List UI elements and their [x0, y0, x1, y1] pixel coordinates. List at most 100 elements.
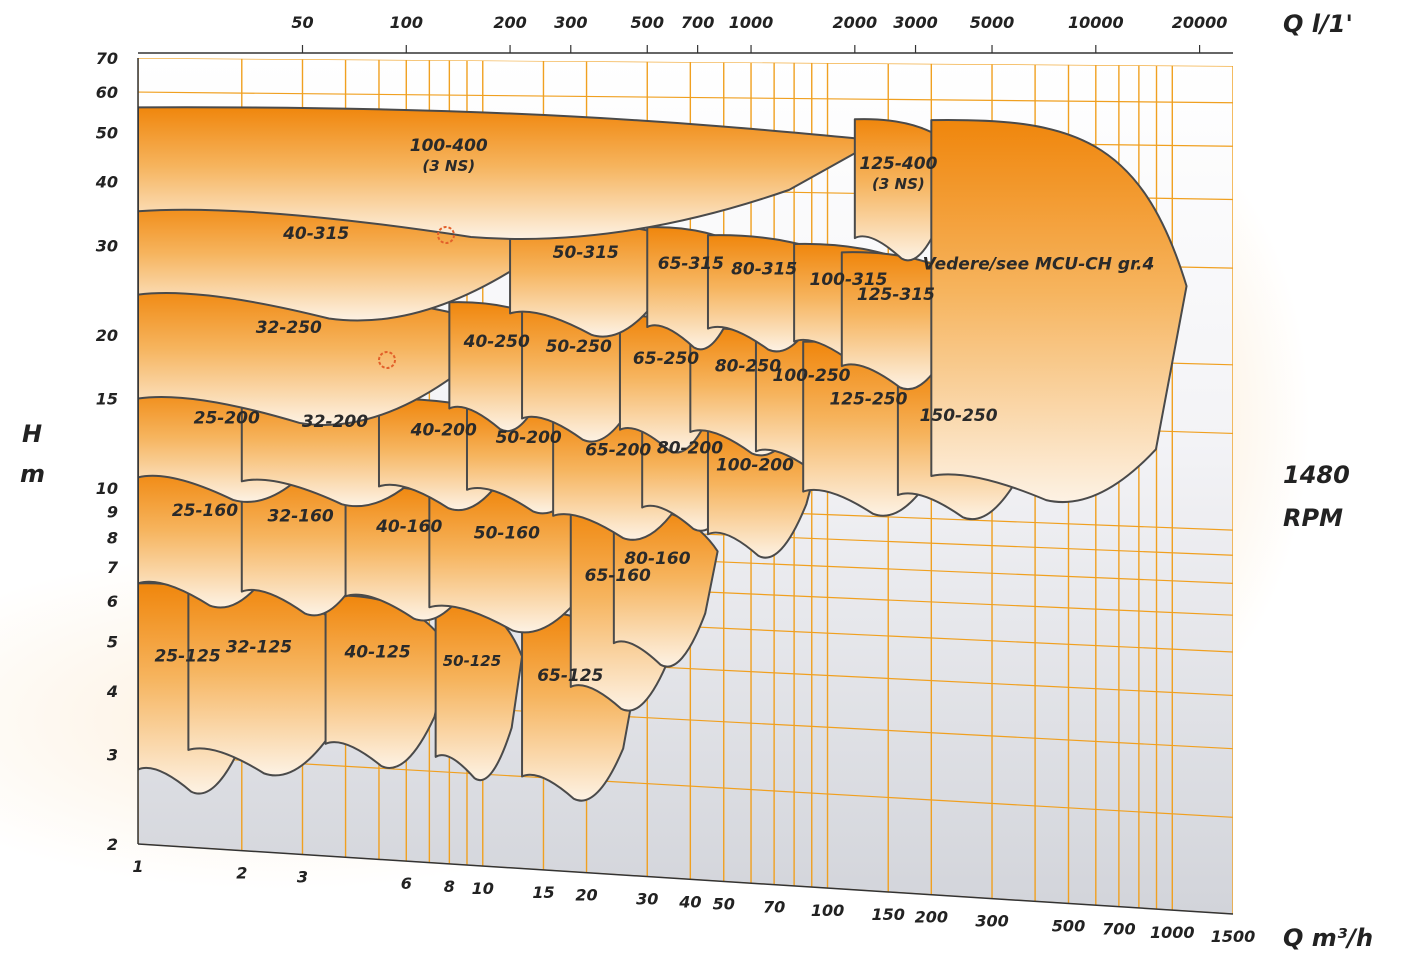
bottom-tick-label: 1000	[1150, 923, 1195, 942]
pump-family-label: 80-160	[624, 549, 690, 569]
pump-family-label: 100-200	[716, 456, 794, 476]
pump-family-label: 100-400	[410, 136, 488, 156]
pump-family-label: 50-125	[443, 652, 501, 670]
speed-label-value: 1480	[1283, 461, 1350, 489]
pump-family-label: (3 NS)	[422, 157, 475, 175]
y-tick-label: 10	[96, 479, 118, 498]
bottom-tick-label: 20	[575, 886, 597, 905]
pump-family-label: 100-315	[809, 270, 887, 290]
top-tick-label: 2000	[833, 13, 878, 32]
bottom-axis-ticks: 1 2 3 6 8 10 15 20 30 40 50 70 100 150 200 300 500 700 100…	[132, 857, 1255, 946]
pump-family-label: 125-400	[859, 154, 937, 174]
pump-family-label: 50-200	[496, 428, 562, 448]
y-tick-label: 30	[96, 236, 118, 255]
pump-families	[138, 106, 1188, 802]
pump-family-label: 40-200	[410, 421, 477, 441]
pump-family-label: 125-250	[829, 390, 907, 410]
top-tick-label: 700	[681, 13, 714, 32]
pump-family-label: 32-160	[268, 507, 334, 527]
pump-family-label: 25-125	[154, 647, 220, 667]
pump-family-label: 32-125	[226, 638, 292, 658]
pump-family-label: 80-250	[715, 357, 781, 377]
y-axis-ticks: 2 3 4 5 6 7 8 9 10 15 20 30 40 50 60 70	[95, 49, 119, 854]
pump-family-label: 32-200	[302, 412, 368, 432]
pump-family-label: (3 NS)	[872, 175, 925, 193]
pump-family-label: 40-160	[375, 517, 442, 537]
marker-icon	[437, 226, 455, 244]
pump-family-label: Vedere/see MCU-CH gr.4	[923, 255, 1155, 275]
y-tick-label: 15	[96, 390, 118, 409]
bottom-tick-label: 2	[236, 864, 247, 883]
pump-family-area	[138, 106, 879, 240]
bottom-tick-label: 200	[915, 908, 948, 927]
pump-family-label: 65-200	[585, 440, 651, 460]
y-tick-label: 8	[107, 529, 118, 548]
y-tick-label: 40	[95, 173, 118, 192]
y-tick-label: 4	[106, 682, 118, 701]
bottom-tick-label: 150	[872, 905, 905, 924]
bottom-tick-label: 40	[678, 892, 701, 911]
y-tick-label: 70	[96, 49, 118, 68]
bottom-tick-label: 6	[401, 874, 412, 893]
bottom-tick-label: 1	[132, 857, 143, 876]
top-tick-label: 5000	[970, 13, 1015, 32]
y-tick-label: 60	[96, 83, 118, 102]
top-tick-label: 1000	[729, 13, 774, 32]
pump-family-label: 25-160	[172, 501, 238, 521]
y-tick-label: 7	[107, 558, 119, 577]
bottom-tick-label: 1500	[1211, 927, 1256, 946]
marker-icon	[378, 351, 396, 369]
top-tick-label: 300	[554, 13, 587, 32]
y-tick-label: 3	[107, 745, 118, 764]
bottom-tick-label: 15	[532, 883, 554, 902]
top-tick-label: 10000	[1068, 13, 1124, 32]
grid-line-horizontal	[138, 91, 1233, 104]
bottom-axis-line	[137, 843, 1234, 915]
top-tick-label: 20000	[1172, 13, 1228, 32]
pump-family-label: 25-200	[194, 408, 260, 428]
pump-family-label: 65-250	[633, 349, 699, 369]
pump-family-label: 150-250	[920, 406, 998, 426]
top-tick-label: 50	[291, 13, 313, 32]
y-tick-label: 6	[107, 592, 118, 611]
top-axis-ticks: 50 100 200 300 500 700 1000 2000 3000 5000 10000 20…	[291, 13, 1227, 53]
pump-family-label: 65-125	[537, 666, 603, 686]
pump-family-label: 40-250	[463, 332, 530, 352]
pump-family-label: 65-160	[585, 566, 651, 586]
y-tick-label: 9	[107, 502, 118, 521]
pump-family-label: 40-125	[343, 643, 410, 663]
pump-family-label: 50-250	[546, 337, 612, 357]
bottom-tick-label: 70	[763, 898, 785, 917]
pump-family-label: 125-315	[857, 285, 935, 305]
pump-family-area	[930, 119, 1188, 504]
pump-family-label: 40-315	[282, 224, 349, 244]
speed-label-unit: RPM	[1283, 504, 1343, 532]
top-tick-label: 3000	[893, 13, 938, 32]
top-tick-label: 100	[390, 13, 423, 32]
pump-family-label: 50-160	[474, 523, 540, 543]
y-tick-label: 2	[107, 835, 118, 854]
pump-family-label: 32-250	[256, 318, 322, 338]
pump-family-label: 80-200	[657, 439, 723, 459]
top-tick-label: 200	[493, 13, 526, 32]
bottom-tick-label: 50	[713, 894, 735, 913]
bottom-tick-label: 700	[1102, 920, 1135, 939]
bottom-tick-label: 100	[811, 901, 844, 920]
grid-line-horizontal	[138, 753, 1233, 818]
bottom-tick-label: 300	[975, 912, 1008, 931]
y-axis-label-h: H	[22, 420, 42, 448]
pump-family-label: 50-315	[553, 243, 619, 263]
bottom-tick-label: 3	[297, 868, 308, 887]
y-tick-label: 20	[96, 326, 118, 345]
bottom-tick-label: 500	[1052, 916, 1085, 935]
top-axis-label: Q l/1'	[1283, 10, 1353, 38]
bottom-axis-label: Q m³/h	[1283, 924, 1373, 952]
bottom-tick-label: 30	[636, 890, 658, 909]
y-tick-label: 50	[96, 123, 118, 142]
family-labels: 25-125 32-125 40-125 50-125 65-125 25-160 32-1…	[154, 136, 1154, 686]
y-axis-label-m: m	[20, 460, 45, 488]
pump-family-label: 100-250	[772, 366, 850, 386]
bottom-tick-label: 10	[472, 879, 494, 898]
